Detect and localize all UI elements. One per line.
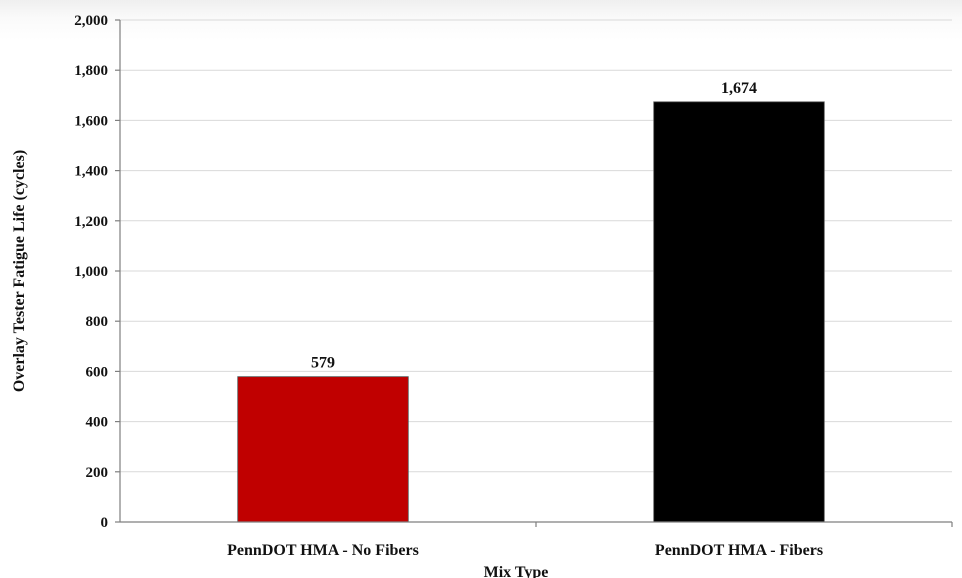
- y-tick-label: 800: [86, 314, 109, 330]
- x-axis-title: Mix Type: [484, 564, 549, 578]
- y-tick-label: 2,000: [74, 13, 108, 29]
- bar: [653, 101, 825, 523]
- bar: [237, 376, 409, 523]
- y-tick-label: 0: [101, 515, 109, 531]
- bar-value-label: 579: [311, 355, 335, 372]
- y-tick-label: 1,600: [74, 113, 108, 129]
- y-tick-label: 600: [86, 364, 109, 380]
- axes: [115, 19, 953, 527]
- y-tick-label: 400: [86, 415, 109, 431]
- y-tick-label: 1,000: [74, 264, 108, 280]
- x-category-label: PennDOT HMA - No Fibers: [227, 542, 419, 559]
- x-category-labels: PennDOT HMA - No Fibers PennDOT HMA - Fib…: [227, 542, 823, 559]
- bars: [237, 101, 825, 523]
- y-axis-title: Overlay Tester Fatigue Life (cycles): [11, 150, 28, 392]
- y-tick-label: 1,200: [74, 214, 108, 230]
- x-category-label: PennDOT HMA - Fibers: [655, 542, 823, 559]
- data-labels: 579 1,674: [311, 80, 757, 372]
- y-tick-label: 1,400: [74, 164, 108, 180]
- bar-value-label: 1,674: [721, 80, 757, 97]
- y-tick-label: 1,800: [74, 63, 108, 79]
- y-tick-labels: 0 200 400 600 800 1,000 1,200 1,400 1,600 1,800 2,…: [74, 13, 108, 531]
- y-tick-label: 200: [86, 465, 109, 481]
